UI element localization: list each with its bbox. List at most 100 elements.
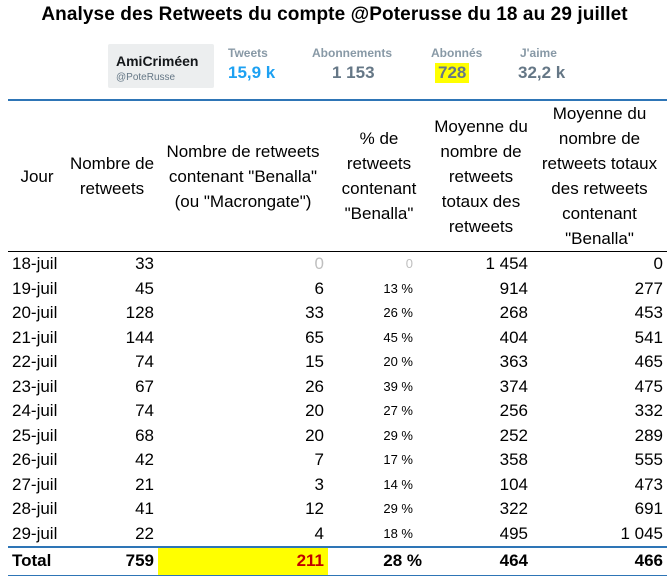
- total-label: Total: [8, 546, 66, 576]
- table-row: 20-juil 128 33 26 % 268 453: [8, 301, 667, 326]
- stat-tweets-label: Tweets: [228, 46, 268, 60]
- cell-benalla: 20: [305, 401, 324, 420]
- cell-jour: 19-juil: [12, 278, 58, 298]
- profile-name: AmiCriméen: [116, 53, 199, 69]
- header-moyenne-benalla: Moyenne du nombre de retweets totaux des…: [532, 99, 667, 252]
- profile-handle: @PoteRusse: [116, 72, 176, 83]
- cell-jour: 22-juil: [12, 352, 58, 371]
- cell-moyenne-benalla: 0: [653, 254, 663, 273]
- cell-moyenne-benalla: 289: [634, 425, 663, 445]
- cell-moyenne-benalla: 555: [634, 450, 663, 469]
- cell-moyenne: 104: [499, 474, 528, 494]
- table-row: 19-juil 45 6 13 % 914 277: [8, 277, 667, 302]
- table-row: 28-juil 41 12 29 % 322 691: [8, 497, 667, 522]
- cell-moyenne-benalla: 1 045: [620, 523, 663, 543]
- cell-moyenne: 322: [499, 499, 528, 518]
- stat-tweets: Tweets 15,9 k: [228, 46, 275, 83]
- cell-pct: 45 %: [383, 329, 413, 345]
- cell-jour: 21-juil: [12, 327, 58, 347]
- cell-jour: 27-juil: [12, 474, 58, 494]
- cell-pct: 39 %: [383, 378, 413, 394]
- table-row: 25-juil 68 20 29 % 252 289: [8, 424, 667, 449]
- stat-jaime-label: J'aime: [520, 46, 557, 60]
- cell-benalla: 3: [314, 474, 324, 494]
- table-total-row: Total 759 211 28 % 464 466: [8, 546, 667, 576]
- cell-retweets: 144: [125, 327, 154, 347]
- cell-moyenne: 363: [499, 352, 528, 371]
- table-row: 29-juil 22 4 18 % 495 1 045: [8, 522, 667, 548]
- stat-abonnes-value: 728: [435, 63, 470, 83]
- cell-benalla: 6: [314, 278, 324, 298]
- cell-jour: 29-juil: [12, 523, 58, 543]
- cell-moyenne: 495: [499, 523, 528, 543]
- cell-pct: 18 %: [383, 525, 413, 541]
- cell-moyenne: 252: [499, 425, 528, 445]
- cell-retweets: 42: [135, 450, 154, 469]
- cell-retweets: 45: [135, 278, 154, 298]
- cell-moyenne-benalla: 541: [634, 327, 663, 347]
- cell-benalla: 7: [314, 450, 324, 469]
- cell-moyenne-benalla: 465: [634, 352, 663, 371]
- cell-jour: 23-juil: [12, 376, 58, 396]
- total-pct: 28 %: [328, 546, 430, 576]
- cell-pct: 29 %: [383, 501, 413, 516]
- table-row: 24-juil 74 20 27 % 256 332: [8, 399, 667, 424]
- cell-retweets: 68: [135, 425, 154, 445]
- cell-retweets: 74: [135, 401, 154, 420]
- stat-abonnes-label: Abonnés: [431, 46, 483, 60]
- stat-abonnes: Abonnés 728: [431, 46, 482, 83]
- cell-moyenne-benalla: 691: [634, 499, 663, 518]
- cell-jour: 28-juil: [12, 499, 58, 518]
- table-row: 22-juil 74 15 20 % 363 465: [8, 350, 667, 375]
- stat-abonnements-label: Abonnements: [312, 46, 393, 60]
- header-retweets-benalla: Nombre de retweets contenant "Benalla" (…: [158, 99, 328, 252]
- header-nombre-retweets: Nombre de retweets: [66, 99, 158, 252]
- header-moyenne-retweets: Moyenne du nombre de retweets totaux des…: [430, 99, 532, 252]
- total-moyenne: 464: [430, 546, 532, 576]
- cell-retweets: 41: [135, 499, 154, 518]
- cell-pct: 0: [405, 256, 413, 271]
- cell-pct: 17 %: [383, 452, 413, 467]
- stat-abonnements: Abonnements 1 153: [312, 46, 392, 83]
- cell-moyenne: 358: [499, 450, 528, 469]
- cell-benalla: 20: [305, 425, 324, 445]
- cell-pct: 29 %: [383, 427, 413, 443]
- cell-benalla: 65: [305, 327, 324, 347]
- table-row: 23-juil 67 26 39 % 374 475: [8, 375, 667, 400]
- cell-benalla: 0: [314, 254, 324, 273]
- cell-pct: 14 %: [383, 476, 413, 492]
- profile-card: AmiCriméen @PoteRusse: [108, 44, 214, 88]
- header-pct-benalla: % de retweets contenant "Benalla": [328, 99, 430, 252]
- stat-jaime: J'aime 32,2 k: [518, 46, 566, 83]
- total-moyenne-benalla: 466: [532, 546, 667, 576]
- cell-retweets: 21: [135, 474, 154, 494]
- cell-moyenne-benalla: 473: [634, 474, 663, 494]
- cell-pct: 27 %: [383, 403, 413, 418]
- cell-benalla: 4: [314, 523, 324, 543]
- table-header-row: Jour Nombre de retweets Nombre de retwee…: [8, 99, 667, 252]
- cell-moyenne-benalla: 475: [634, 376, 663, 396]
- table-row: 26-juil 42 7 17 % 358 555: [8, 448, 667, 473]
- stat-jaime-value: 32,2 k: [518, 63, 566, 82]
- cell-moyenne: 1 454: [485, 254, 528, 273]
- cell-moyenne: 404: [499, 327, 528, 347]
- cell-retweets: 74: [135, 352, 154, 371]
- cell-moyenne: 256: [499, 401, 528, 420]
- cell-jour: 26-juil: [12, 450, 58, 469]
- cell-moyenne: 914: [499, 278, 528, 298]
- cell-moyenne: 268: [499, 303, 528, 322]
- cell-pct: 13 %: [383, 280, 413, 296]
- total-benalla: 211: [158, 546, 328, 576]
- total-retweets: 759: [66, 546, 158, 576]
- cell-benalla: 15: [305, 352, 324, 371]
- table-row: 27-juil 21 3 14 % 104 473: [8, 473, 667, 498]
- stat-tweets-value: 15,9 k: [228, 63, 276, 82]
- stat-abonnements-value: 1 153: [332, 63, 375, 82]
- cell-retweets: 22: [135, 523, 154, 543]
- cell-retweets: 67: [135, 376, 154, 396]
- cell-pct: 20 %: [383, 354, 413, 369]
- cell-jour: 20-juil: [12, 303, 58, 322]
- cell-jour: 24-juil: [12, 401, 58, 420]
- table-row: 18-juil 33 0 0 1 454 0: [8, 252, 667, 277]
- header-jour: Jour: [8, 99, 66, 252]
